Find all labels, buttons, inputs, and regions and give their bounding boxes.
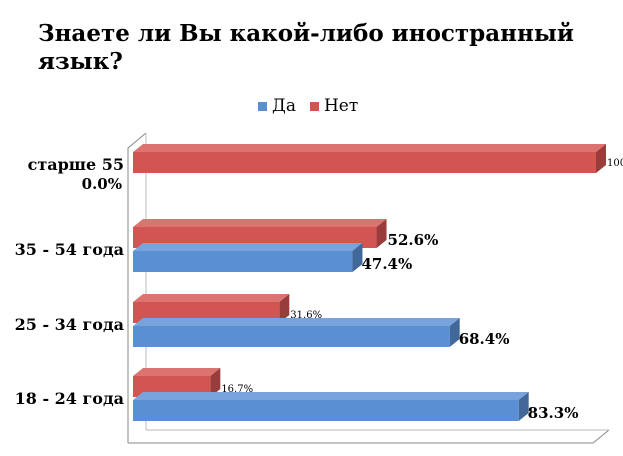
data-label-yes: 0.0% bbox=[82, 175, 122, 193]
legend-swatch-yes bbox=[258, 101, 267, 111]
bar-yes-category-0 bbox=[133, 400, 519, 421]
bar-no-category-2-side bbox=[376, 219, 387, 248]
axis-left-wall bbox=[127, 132, 147, 443]
legend-label-no: Нет bbox=[323, 96, 359, 116]
bar-yes-category-0-side bbox=[518, 392, 529, 421]
bar-yes-category-1-top bbox=[133, 318, 460, 326]
data-label-no: 31.6% bbox=[290, 310, 322, 321]
legend-label-yes: Да bbox=[272, 96, 296, 116]
legend: Да Нет bbox=[258, 96, 358, 116]
bar-yes-category-1 bbox=[133, 326, 450, 347]
bar-no-category-1-side bbox=[279, 294, 290, 323]
bar-yes-category-0-top bbox=[133, 392, 529, 400]
bar-no-category-3-side bbox=[596, 144, 606, 173]
bar-no-category-3-top bbox=[133, 144, 606, 152]
bar-no-category-2 bbox=[133, 227, 377, 248]
legend-entry-no: Нет bbox=[309, 96, 359, 116]
bar-no-category-3 bbox=[133, 152, 596, 173]
bar-no-category-2-top bbox=[133, 219, 387, 227]
bar-yes-category-2 bbox=[133, 251, 353, 272]
data-label-no: 52.6% bbox=[388, 231, 439, 249]
bar-no-category-0 bbox=[133, 376, 211, 397]
category-label: 18 - 24 года bbox=[15, 389, 124, 408]
data-label-no: 16.7% bbox=[221, 384, 253, 395]
data-label-yes: 68.4% bbox=[459, 330, 510, 348]
bar-yes-category-1-side bbox=[449, 318, 460, 347]
bar-no-category-0-top bbox=[133, 368, 221, 376]
category-label: 25 - 34 года bbox=[15, 315, 124, 334]
legend-entry-yes: Да bbox=[258, 96, 296, 116]
axis-floor bbox=[128, 429, 610, 444]
bar-yes-category-2-side bbox=[352, 243, 363, 272]
data-label-no: 100.0% bbox=[607, 158, 623, 169]
legend-swatch-no bbox=[309, 101, 319, 111]
bar-no-category-1 bbox=[133, 302, 280, 323]
category-label: старше 55 bbox=[28, 155, 124, 174]
chart-title: Знаете ли Вы какой-либо иностранный язык… bbox=[38, 20, 574, 75]
bar-no-category-0-side bbox=[210, 368, 221, 397]
bar-no-category-1-top bbox=[133, 294, 290, 302]
bar-yes-category-2-top bbox=[133, 243, 363, 251]
data-label-yes: 83.3% bbox=[528, 404, 579, 422]
data-label-yes: 47.4% bbox=[361, 255, 412, 273]
category-label: 35 - 54 года bbox=[15, 240, 124, 259]
